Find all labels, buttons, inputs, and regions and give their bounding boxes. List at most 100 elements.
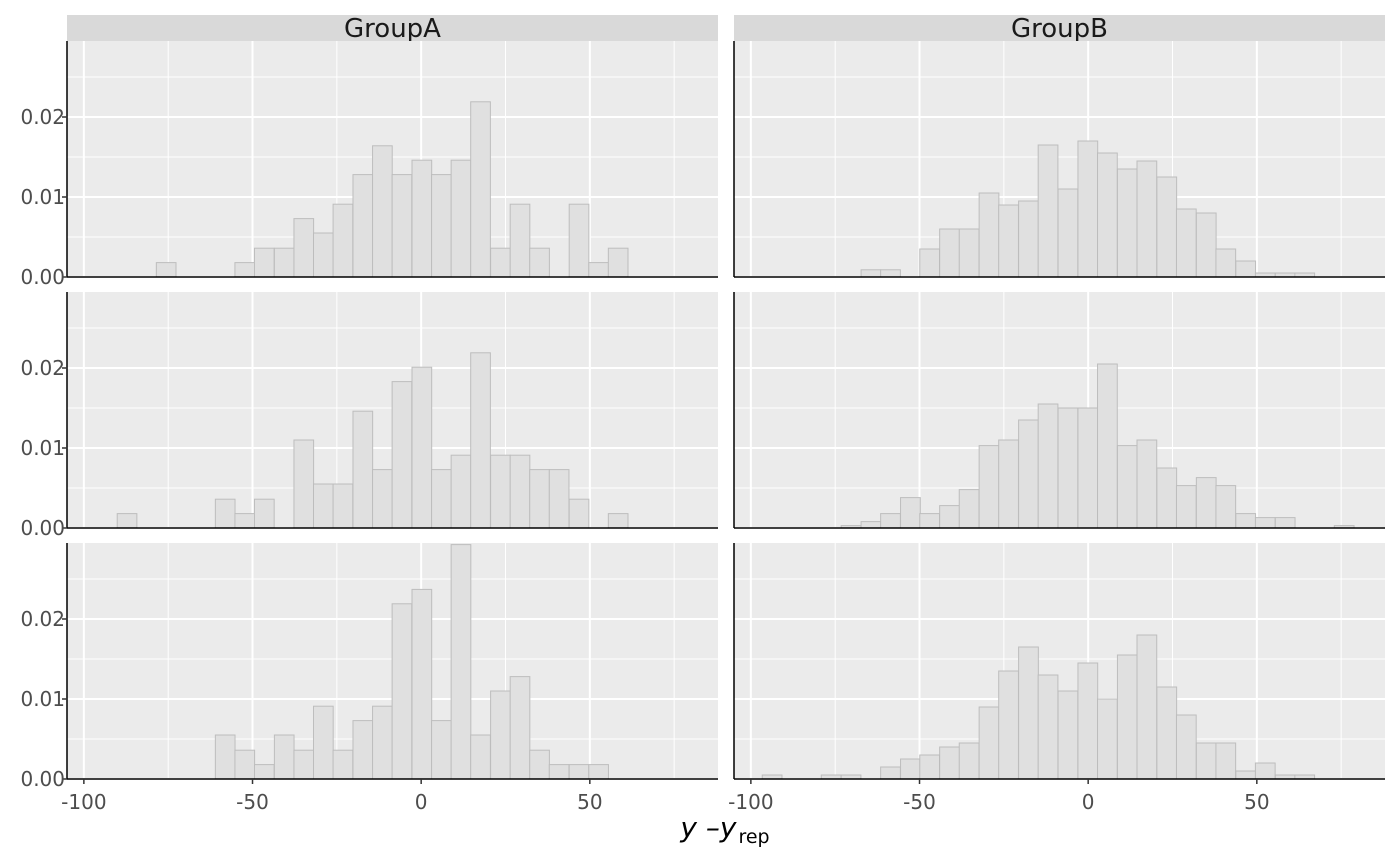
histogram-bar (391, 174, 413, 278)
histogram-bar (391, 381, 413, 529)
strip-label-groupa: GroupA (344, 14, 441, 44)
y-tick-label: 0.01 (20, 687, 65, 711)
histogram-bar (939, 746, 960, 780)
histogram-bar (1077, 140, 1099, 278)
histogram-bar (1097, 698, 1118, 780)
histogram-bar (1235, 513, 1257, 529)
panel-r2-groupa (62, 292, 718, 529)
x-tick-label: 0 (415, 790, 428, 814)
histogram-bar (588, 262, 609, 278)
x-tick-label: 0 (1082, 790, 1095, 814)
histogram-bar (116, 513, 138, 529)
histogram-bar (607, 247, 629, 278)
histogram-bar (880, 269, 901, 278)
histogram-bar (1215, 248, 1237, 278)
histogram-bar (352, 410, 374, 529)
histogram-bar (1156, 176, 1178, 278)
histogram-bar (1037, 403, 1059, 529)
y-tick-label: 0.02 (20, 105, 65, 129)
histogram-bar (313, 483, 334, 529)
histogram-bar (1097, 363, 1118, 529)
histogram-bar (919, 754, 941, 780)
y-tick-label: 0.01 (20, 436, 65, 460)
histogram-bar (1037, 674, 1059, 780)
histogram-bar (860, 521, 882, 529)
y-tick-label: 0.02 (20, 356, 65, 380)
histogram-bar (253, 498, 275, 529)
histogram-bar (293, 749, 315, 780)
histogram-bar (332, 749, 354, 780)
histogram-bar (958, 742, 980, 780)
histogram-bar (588, 764, 609, 780)
histogram-bar (411, 588, 433, 780)
histogram-bar (352, 174, 374, 278)
x-axis-title-subscript: rep (738, 826, 769, 848)
histogram-bar (978, 706, 1000, 780)
histogram-bar (431, 720, 452, 780)
histogram-bar (450, 544, 472, 780)
histogram-bar (313, 705, 334, 780)
x-tick-label: -100 (61, 790, 106, 814)
histogram-bar (352, 720, 374, 780)
histogram-bar (958, 489, 980, 529)
histogram-bar (1097, 152, 1118, 278)
histogram-bar (880, 513, 901, 529)
strip-label-groupb: GroupB (1011, 14, 1108, 44)
histogram-bar (939, 505, 960, 529)
panel-r3-groupb (733, 543, 1385, 784)
histogram-bar (372, 469, 393, 529)
axes: 0.00 0.01 0.02 0.00 0.01 0.02 0.00 0.01 0.02 -100… (20, 105, 1269, 814)
histogram-bar (529, 749, 550, 780)
histogram-bar (253, 247, 275, 278)
histogram-bar (313, 232, 334, 278)
histogram-bar (431, 174, 452, 278)
histogram-bar (1116, 168, 1138, 278)
facet-panels (62, 41, 1385, 784)
histogram-bar (978, 192, 1000, 278)
histogram-bar (1215, 742, 1237, 780)
histogram-bar (1156, 686, 1178, 780)
histogram-bar (607, 513, 629, 529)
histogram-bar (293, 218, 315, 278)
histogram-bar (529, 247, 550, 278)
histogram-bar (470, 352, 491, 529)
histogram-bar (568, 764, 590, 780)
histogram-bar (509, 676, 531, 780)
histogram-bar (1235, 770, 1257, 780)
y-tick-label: 0.02 (20, 607, 65, 631)
histogram-bar (919, 513, 941, 529)
histogram-bar (1116, 445, 1138, 529)
histogram-bar (1077, 407, 1099, 529)
histogram-bar (900, 758, 921, 780)
histogram-bar (998, 204, 1019, 278)
strip-background-groupa (67, 15, 718, 41)
y-tick-label: 0.00 (20, 516, 65, 540)
histogram-bar (568, 498, 590, 529)
histogram-bar (880, 766, 901, 780)
histogram-bar (273, 734, 295, 780)
histogram-bar (998, 439, 1019, 529)
x-tick-label: -100 (728, 790, 773, 814)
histogram-bar (1136, 160, 1158, 278)
histogram-bar (1018, 200, 1039, 278)
y-tick-label: 0.00 (20, 265, 65, 289)
histogram-bar (1018, 646, 1039, 780)
histogram-bar (1274, 517, 1296, 529)
histogram-bar (1037, 144, 1059, 278)
panel-r3-groupa (62, 543, 718, 784)
histogram-bar (509, 454, 531, 529)
histogram-bar (1077, 662, 1099, 780)
histogram-bar (1018, 419, 1039, 529)
histogram-bar (1057, 690, 1079, 780)
histogram-bar (490, 247, 511, 278)
histogram-bar (332, 203, 354, 278)
histogram-bar (332, 483, 354, 529)
histogram-bar (568, 203, 590, 278)
y-tick-label: 0.01 (20, 185, 65, 209)
histogram-bar (509, 203, 531, 278)
histogram-bar (372, 145, 393, 278)
histogram-bar (1156, 467, 1178, 529)
histogram-bar (548, 764, 570, 780)
histogram-bar (391, 603, 413, 780)
